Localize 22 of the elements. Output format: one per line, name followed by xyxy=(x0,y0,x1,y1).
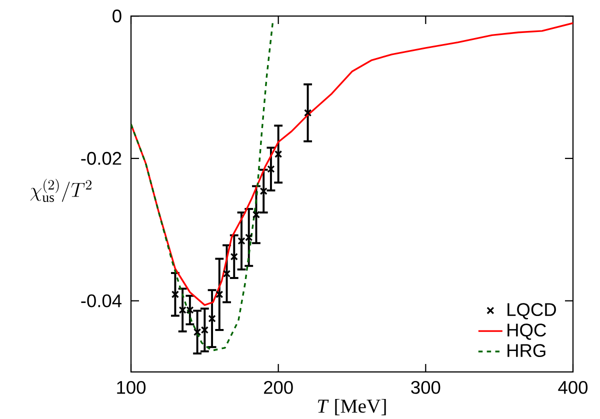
y-axis-title: $\chi_{\rm us}^{(2)}/T^2$ xyxy=(30,178,92,202)
y-tick-label: 0 xyxy=(112,10,122,22)
point xyxy=(171,290,180,298)
x-tick-label: 400 xyxy=(558,380,588,394)
x-tick-label: 200 xyxy=(264,380,293,394)
x-tick-label: 100 xyxy=(117,380,146,394)
legend-label: HQC xyxy=(508,324,546,340)
point xyxy=(304,109,312,117)
point xyxy=(216,290,224,298)
point xyxy=(208,314,216,322)
point xyxy=(238,237,246,245)
x-axis-title: T [MeV] xyxy=(318,398,386,416)
point xyxy=(230,252,238,260)
point xyxy=(260,187,268,195)
point xyxy=(274,150,282,158)
line-series xyxy=(131,22,274,352)
x-tick-label: 300 xyxy=(411,380,440,394)
y-tick-label: -0.02 xyxy=(81,152,122,165)
legend-label: HRG xyxy=(508,344,546,358)
y-tick-label: -0.04 xyxy=(81,294,122,308)
point xyxy=(252,210,260,218)
legend-label: LQCD xyxy=(508,303,556,320)
